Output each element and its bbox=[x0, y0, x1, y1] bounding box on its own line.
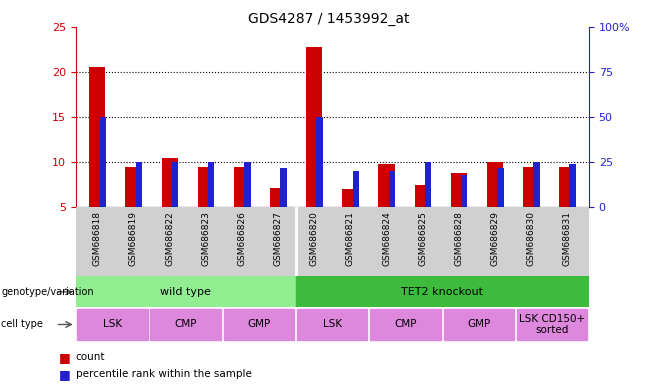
Bar bbox=[415, 185, 431, 207]
Bar bbox=[425, 162, 432, 207]
Bar bbox=[517, 309, 588, 340]
Text: LSK: LSK bbox=[322, 319, 342, 329]
Text: GSM686828: GSM686828 bbox=[454, 211, 463, 266]
Bar bbox=[77, 309, 147, 340]
Text: genotype/variation: genotype/variation bbox=[1, 287, 94, 297]
Text: wild type: wild type bbox=[160, 287, 211, 297]
Text: count: count bbox=[76, 352, 105, 362]
Text: cell type: cell type bbox=[1, 319, 43, 329]
Text: GSM686818: GSM686818 bbox=[93, 211, 102, 266]
Text: GSM686823: GSM686823 bbox=[201, 211, 211, 266]
Bar bbox=[378, 164, 395, 207]
Bar bbox=[487, 162, 503, 207]
Bar bbox=[99, 117, 106, 207]
Bar bbox=[306, 47, 322, 207]
Text: GSM686820: GSM686820 bbox=[310, 211, 318, 266]
Text: GSM686827: GSM686827 bbox=[274, 211, 282, 266]
Bar bbox=[559, 167, 575, 207]
Text: LSK CD150+
sorted: LSK CD150+ sorted bbox=[519, 314, 586, 335]
Text: GSM686819: GSM686819 bbox=[129, 211, 138, 266]
Text: GMP: GMP bbox=[247, 319, 270, 329]
Text: GSM686826: GSM686826 bbox=[238, 211, 247, 266]
Bar bbox=[295, 276, 589, 307]
Bar bbox=[461, 175, 467, 207]
Text: ■: ■ bbox=[59, 368, 71, 381]
Bar bbox=[370, 309, 441, 340]
Text: percentile rank within the sample: percentile rank within the sample bbox=[76, 369, 251, 379]
Text: GSM686829: GSM686829 bbox=[490, 211, 499, 266]
Bar bbox=[234, 167, 250, 207]
Bar bbox=[126, 167, 141, 207]
Text: GSM686825: GSM686825 bbox=[418, 211, 427, 266]
Bar bbox=[497, 168, 503, 207]
Bar bbox=[136, 162, 142, 207]
Text: GSM686821: GSM686821 bbox=[346, 211, 355, 266]
Bar bbox=[224, 309, 294, 340]
Bar bbox=[161, 158, 178, 207]
Text: GMP: GMP bbox=[467, 319, 491, 329]
Bar bbox=[76, 276, 295, 307]
Text: GSM686824: GSM686824 bbox=[382, 211, 391, 266]
Bar bbox=[569, 164, 576, 207]
Bar bbox=[297, 309, 367, 340]
Text: GSM686831: GSM686831 bbox=[563, 211, 572, 266]
Bar bbox=[151, 309, 221, 340]
Bar bbox=[353, 171, 359, 207]
Bar bbox=[316, 117, 323, 207]
Bar bbox=[389, 171, 395, 207]
Bar bbox=[208, 162, 215, 207]
Bar bbox=[197, 167, 214, 207]
Text: TET2 knockout: TET2 knockout bbox=[401, 287, 483, 297]
Text: ■: ■ bbox=[59, 351, 71, 364]
Text: GSM686830: GSM686830 bbox=[526, 211, 536, 266]
Bar bbox=[270, 187, 286, 207]
Bar bbox=[89, 68, 105, 207]
Text: CMP: CMP bbox=[394, 319, 417, 329]
Bar bbox=[533, 162, 540, 207]
Bar bbox=[451, 173, 467, 207]
Text: LSK: LSK bbox=[103, 319, 122, 329]
Text: GSM686822: GSM686822 bbox=[165, 211, 174, 266]
Bar bbox=[443, 309, 514, 340]
Bar bbox=[342, 189, 359, 207]
Bar bbox=[523, 167, 539, 207]
Text: CMP: CMP bbox=[174, 319, 197, 329]
Bar bbox=[244, 162, 251, 207]
Text: GDS4287 / 1453992_at: GDS4287 / 1453992_at bbox=[248, 12, 410, 25]
Bar bbox=[280, 168, 287, 207]
Bar bbox=[172, 162, 178, 207]
